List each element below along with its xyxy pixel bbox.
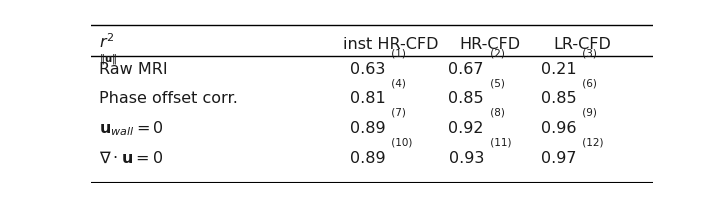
Text: Raw MRI: Raw MRI [99,62,167,77]
Text: 0.93: 0.93 [449,151,484,165]
Text: (2): (2) [486,48,505,58]
Text: Phase offset corr.: Phase offset corr. [99,91,238,106]
Text: 0.96: 0.96 [541,120,576,135]
Text: (9): (9) [579,107,597,117]
Text: (3): (3) [579,48,597,58]
Text: 0.97: 0.97 [541,151,576,165]
Text: $\mathbf{u}_{wall} = 0$: $\mathbf{u}_{wall} = 0$ [99,118,164,137]
Text: $r^2$: $r^2$ [99,33,115,52]
Text: (7): (7) [389,107,406,117]
Text: 0.89: 0.89 [350,151,386,165]
Text: HR-CFD: HR-CFD [459,37,520,52]
Text: (8): (8) [486,107,505,117]
Text: (4): (4) [389,78,406,88]
Text: 0.67: 0.67 [449,62,484,77]
Text: (12): (12) [579,137,604,147]
Text: inst HR-CFD: inst HR-CFD [344,37,439,52]
Text: (6): (6) [579,78,597,88]
Text: (5): (5) [486,78,505,88]
Text: 0.92: 0.92 [449,120,484,135]
Text: 0.21: 0.21 [541,62,576,77]
Text: 0.89: 0.89 [350,120,386,135]
Text: LR-CFD: LR-CFD [553,37,611,52]
Text: 0.85: 0.85 [541,91,576,106]
Text: (11): (11) [486,137,511,147]
Text: (10): (10) [389,137,413,147]
Text: $_{\|\mathbf{u}\|}$: $_{\|\mathbf{u}\|}$ [99,52,117,67]
Text: $\nabla \cdot \mathbf{u} = 0$: $\nabla \cdot \mathbf{u} = 0$ [99,150,163,166]
Text: 0.63: 0.63 [350,62,386,77]
Text: 0.81: 0.81 [350,91,386,106]
Text: (1): (1) [389,48,406,58]
Text: 0.85: 0.85 [448,91,484,106]
